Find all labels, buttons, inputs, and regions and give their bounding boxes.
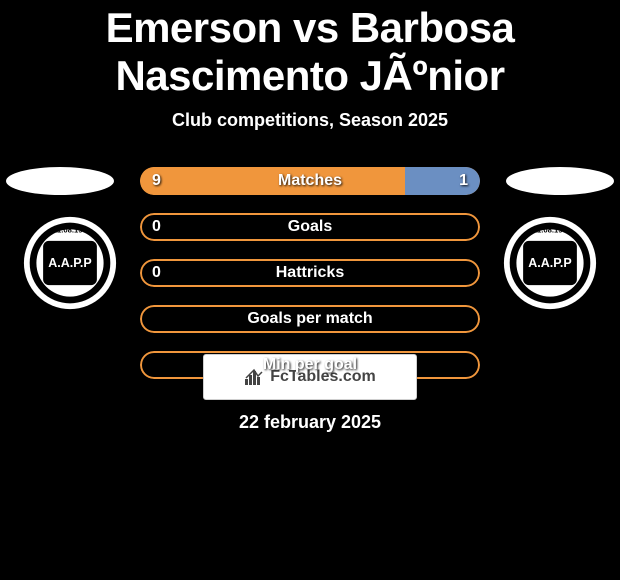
player1-club-logo: 11.08.190 A.A.P.P	[22, 215, 118, 311]
stat-bar: Goals0	[140, 213, 480, 241]
stat-bars: Matches91Goals0Hattricks0Goals per match…	[140, 167, 480, 397]
page-title: Emerson vs Barbosa Nascimento JÃºnior	[0, 4, 620, 100]
stat-bar-label: Min per goal	[140, 351, 480, 379]
player2-marker	[506, 167, 614, 195]
player2-club-logo: 11.08.190 A.A.P.P	[502, 215, 598, 311]
svg-text:11.08.190: 11.08.190	[533, 225, 567, 234]
stat-bar-left-value: 9	[152, 167, 161, 195]
stat-bar-left-value: 0	[152, 259, 161, 287]
stat-bar: Goals per match	[140, 305, 480, 333]
stat-bar-label: Matches	[140, 167, 480, 195]
svg-text:11.08.190: 11.08.190	[53, 225, 87, 234]
stat-bar: Min per goal	[140, 351, 480, 379]
svg-text:A.A.P.P: A.A.P.P	[48, 256, 91, 270]
svg-text:A.A.P.P: A.A.P.P	[528, 256, 571, 270]
stat-bar: Hattricks0	[140, 259, 480, 287]
stat-bar-left-value: 0	[152, 213, 161, 241]
stat-bar-right-value: 1	[459, 167, 468, 195]
player1-marker	[6, 167, 114, 195]
stat-bar-label: Goals	[140, 213, 480, 241]
stat-bar: Matches9 1	[140, 167, 480, 195]
date-text: 22 february 2025	[0, 412, 620, 433]
stat-bar-label: Hattricks	[140, 259, 480, 287]
stat-bar-label: Goals per match	[140, 305, 480, 333]
page-subtitle: Club competitions, Season 2025	[0, 110, 620, 131]
